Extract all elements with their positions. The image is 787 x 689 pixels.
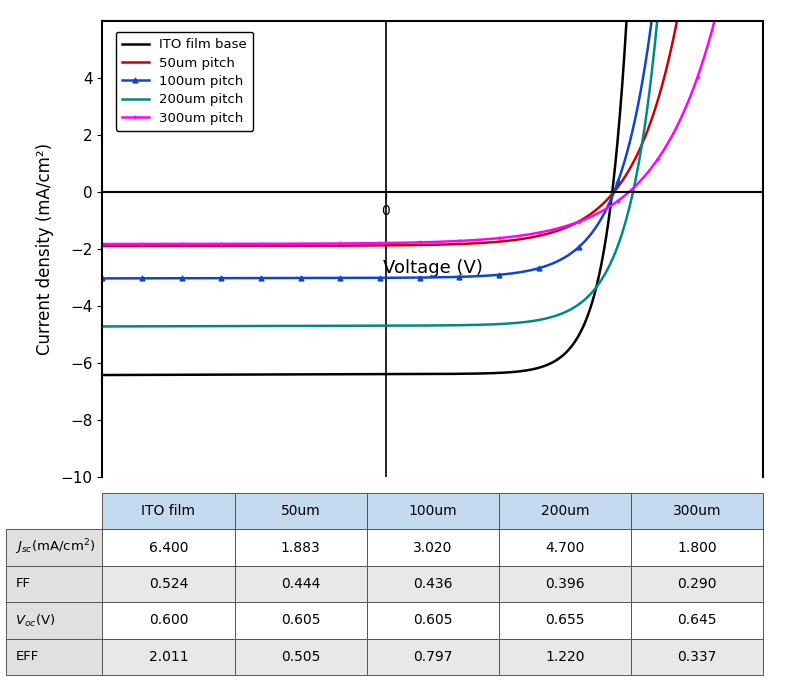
50um pitch [197, 242, 206, 250]
300um pitch [208, 240, 217, 248]
100um pitch [362, 274, 371, 282]
50um pitch [98, 242, 107, 250]
200um pitch [228, 322, 238, 330]
300um pitch [98, 240, 107, 248]
50um pitch [336, 242, 345, 250]
50um pitch [589, 208, 598, 216]
Legend: ITO film base, 50um pitch, 100um pitch, 200um pitch, 300um pitch: ITO film base, 50um pitch, 100um pitch, … [116, 32, 253, 131]
ITO film base [623, 6, 632, 14]
100um pitch [274, 274, 283, 282]
50um pitch [350, 241, 360, 249]
ITO film base [141, 371, 150, 379]
300um pitch [628, 184, 637, 192]
100um pitch [490, 271, 499, 279]
200um pitch [591, 284, 600, 292]
300um pitch [361, 239, 371, 247]
200um pitch [552, 311, 561, 320]
100um pitch [288, 274, 297, 282]
Line: ITO film base: ITO film base [102, 10, 627, 375]
ITO film base [586, 305, 595, 313]
Line: 50um pitch: 50um pitch [102, 6, 680, 246]
200um pitch [112, 322, 121, 331]
200um pitch [98, 322, 107, 331]
Y-axis label: Current density (mA/cm²): Current density (mA/cm²) [35, 143, 54, 355]
ITO film base [504, 368, 514, 376]
50um pitch [411, 241, 420, 249]
ITO film base [551, 357, 560, 365]
300um pitch [595, 208, 604, 216]
X-axis label: Voltage (V): Voltage (V) [383, 259, 482, 277]
100um pitch [648, 4, 658, 12]
ITO film base [198, 371, 207, 379]
300um pitch [703, 42, 712, 50]
200um pitch [654, 3, 663, 11]
Line: 300um pitch: 300um pitch [100, 5, 721, 247]
100um pitch [448, 273, 457, 281]
100um pitch [98, 274, 107, 282]
300um pitch [669, 129, 678, 137]
ITO film base [264, 371, 274, 379]
ITO film base [98, 371, 107, 379]
Line: 100um pitch: 100um pitch [100, 6, 656, 281]
200um pitch [212, 322, 221, 330]
Line: 200um pitch: 200um pitch [102, 7, 659, 327]
50um pitch [675, 2, 685, 10]
100um pitch [435, 273, 445, 281]
300um pitch [713, 3, 722, 11]
200um pitch [110, 322, 120, 331]
50um pitch [427, 240, 437, 249]
